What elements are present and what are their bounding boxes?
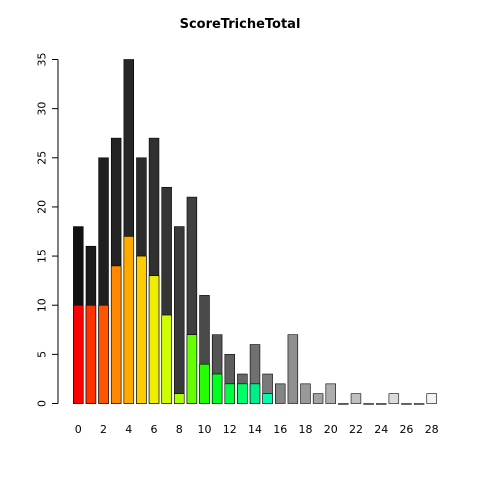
y-tick-label: 10 [36,298,49,312]
x-tick-label: 24 [374,423,388,436]
bar-total [414,404,424,405]
y-tick-label: 30 [36,102,49,116]
x-tick-label: 6 [151,423,158,436]
bar-total [301,384,311,404]
y-tick-label: 25 [36,151,49,165]
bar-total [402,404,412,405]
y-tick-label: 5 [36,351,49,358]
x-tick-label: 14 [248,423,262,436]
x-tick-label: 28 [425,423,439,436]
y-axis: 0 5 10 15 20 25 30 35 [36,53,59,408]
bar-overlay [124,236,134,403]
bar-total [364,404,374,405]
x-tick-label: 20 [324,423,338,436]
y-tick-label: 0 [36,400,49,407]
x-tick-label: 2 [100,423,107,436]
x-tick-label: 18 [298,423,312,436]
x-tick-label: 12 [223,423,237,436]
x-tick-label: 10 [198,423,212,436]
x-tick-label: 4 [125,423,132,436]
bar-total [338,404,348,405]
bar-overlay [250,384,260,404]
bar-total [376,404,386,405]
x-tick-label: 16 [273,423,287,436]
bar-total [326,384,336,404]
bar-total [288,335,298,404]
bar-overlay [174,394,184,404]
bar-overlay [225,384,235,404]
bar-total [313,394,323,404]
bar-overlay [99,305,109,403]
x-tick-label: 26 [399,423,413,436]
bar-total [427,394,437,404]
bar-overlay [111,266,121,404]
y-tick-label: 35 [36,53,49,67]
bar-overlay [73,305,83,403]
bar-overlay [86,305,96,403]
y-tick-label: 15 [36,249,49,263]
bar-overlay [212,374,222,403]
bar-overlay [162,315,172,403]
x-axis: 0 2 4 6 8 10 12 14 16 18 20 22 24 26 28 [75,423,439,436]
x-tick-label: 22 [349,423,363,436]
bar-total [389,394,399,404]
bar-overlay [237,384,247,404]
bar-overlay [136,256,146,403]
bar-overlay [149,276,159,404]
bar-overlay [187,335,197,404]
x-tick-label: 8 [176,423,183,436]
bar-total [275,384,285,404]
chart-title: ScoreTricheTotal [180,17,301,32]
bar-total [174,227,184,404]
x-tick-label: 0 [75,423,82,436]
bar-total [351,394,361,404]
bar-overlay [263,394,273,404]
bar-overlay [200,364,210,403]
y-tick-label: 20 [36,200,49,214]
